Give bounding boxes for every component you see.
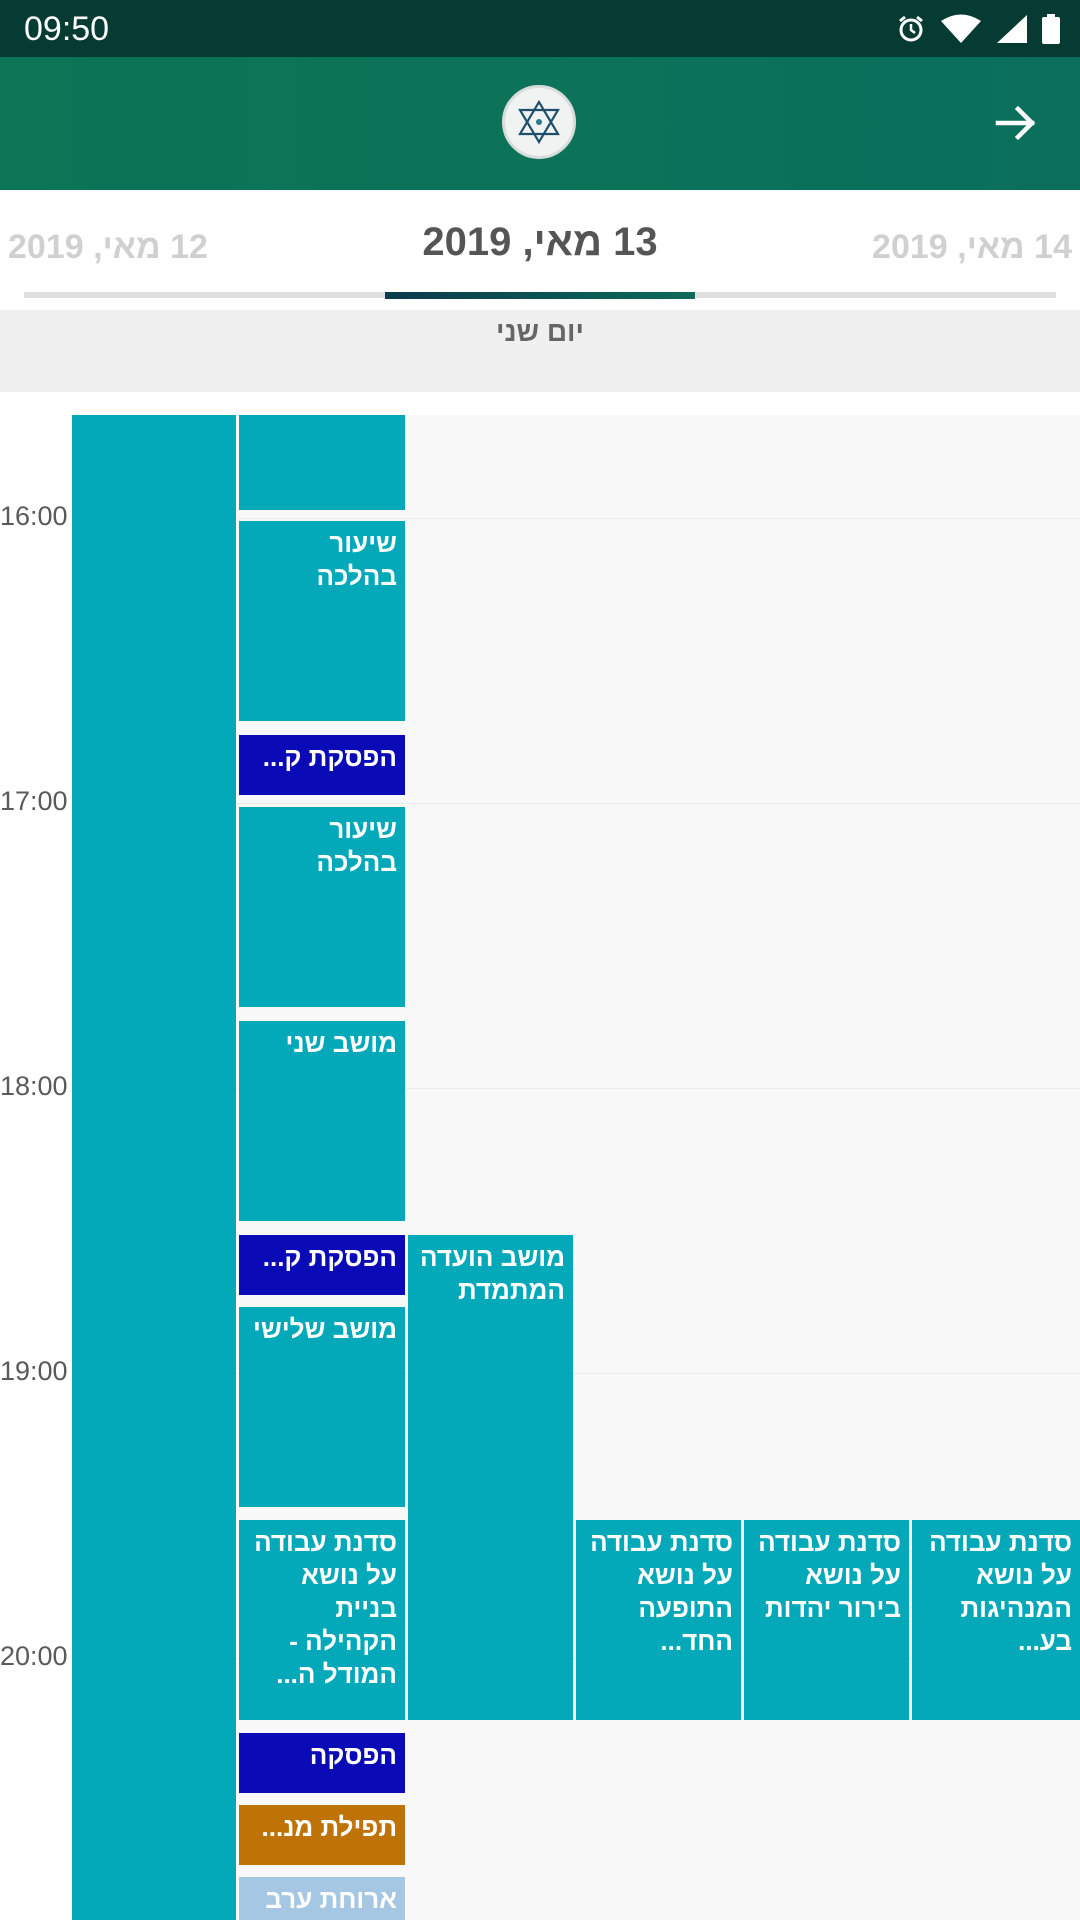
event-dinner[interactable]: ארוחת ערב xyxy=(239,1877,405,1920)
event-break[interactable]: הפסקת ק... xyxy=(239,1235,405,1295)
all-day-event[interactable] xyxy=(72,415,236,1920)
time-label: 18:00 xyxy=(0,1071,68,1101)
wifi-icon xyxy=(941,14,981,43)
hour-line xyxy=(72,1373,1080,1374)
date-tabs: 12 מאי, 2019 13 מאי, 2019 14 מאי, 2019 xyxy=(0,190,1080,310)
hour-line xyxy=(72,1088,1080,1089)
event-block[interactable] xyxy=(239,415,405,510)
alarm-icon xyxy=(899,15,923,42)
event-mincha-prayer[interactable]: תפילת מנ... xyxy=(239,1805,405,1865)
event-break[interactable]: הפסקה xyxy=(239,1733,405,1793)
app-bar xyxy=(0,57,1080,190)
time-label: 20:00 xyxy=(0,1641,68,1671)
event-third-session[interactable]: מושב שלישי xyxy=(239,1307,405,1507)
event-workshop-leadership[interactable]: סדנת עבודה על נושא המנהיגות בע... xyxy=(912,1520,1080,1720)
signal-icon xyxy=(997,15,1027,43)
time-label: 19:00 xyxy=(0,1356,68,1386)
hour-line xyxy=(72,803,1080,804)
event-halacha-lesson[interactable]: שיעור בהלכה xyxy=(239,807,405,1007)
status-bar: 09:50 xyxy=(0,0,1080,57)
battery-icon xyxy=(1042,14,1060,44)
schedule-grid[interactable]: 16:00 17:00 18:00 19:00 20:00 שיעור בהלכ… xyxy=(0,415,1080,1920)
time-label: 16:00 xyxy=(0,501,68,531)
event-standing-committee-session[interactable]: מושב הועדה המתמדת xyxy=(408,1235,573,1720)
tab-current-date[interactable]: 13 מאי, 2019 xyxy=(422,220,658,264)
status-icons xyxy=(896,12,1060,46)
event-second-session[interactable]: מושב שני xyxy=(239,1021,405,1221)
event-halacha-lesson[interactable]: שיעור בהלכה xyxy=(239,521,405,721)
star-of-david-logo xyxy=(502,85,576,159)
status-time: 09:50 xyxy=(24,10,110,48)
day-header: יום שני xyxy=(0,310,1080,392)
arrow-right-icon[interactable] xyxy=(992,99,1040,147)
tab-indicator xyxy=(385,292,695,299)
tab-previous-date[interactable]: 12 מאי, 2019 xyxy=(8,228,208,266)
event-workshop-phenomenon[interactable]: סדנת עבודה על נושא התופעה החד... xyxy=(576,1520,741,1720)
event-workshop-judaism[interactable]: סדנת עבודה על נושא בירור יהדות xyxy=(744,1520,909,1720)
hour-line xyxy=(72,518,1080,519)
event-workshop-community[interactable]: סדנת עבודה על נושא בניית הקהילה - המודל … xyxy=(239,1520,405,1720)
time-label: 17:00 xyxy=(0,786,68,816)
tab-next-date[interactable]: 14 מאי, 2019 xyxy=(872,228,1072,266)
day-name: יום שני xyxy=(496,316,584,347)
event-break[interactable]: הפסקת ק... xyxy=(239,735,405,795)
